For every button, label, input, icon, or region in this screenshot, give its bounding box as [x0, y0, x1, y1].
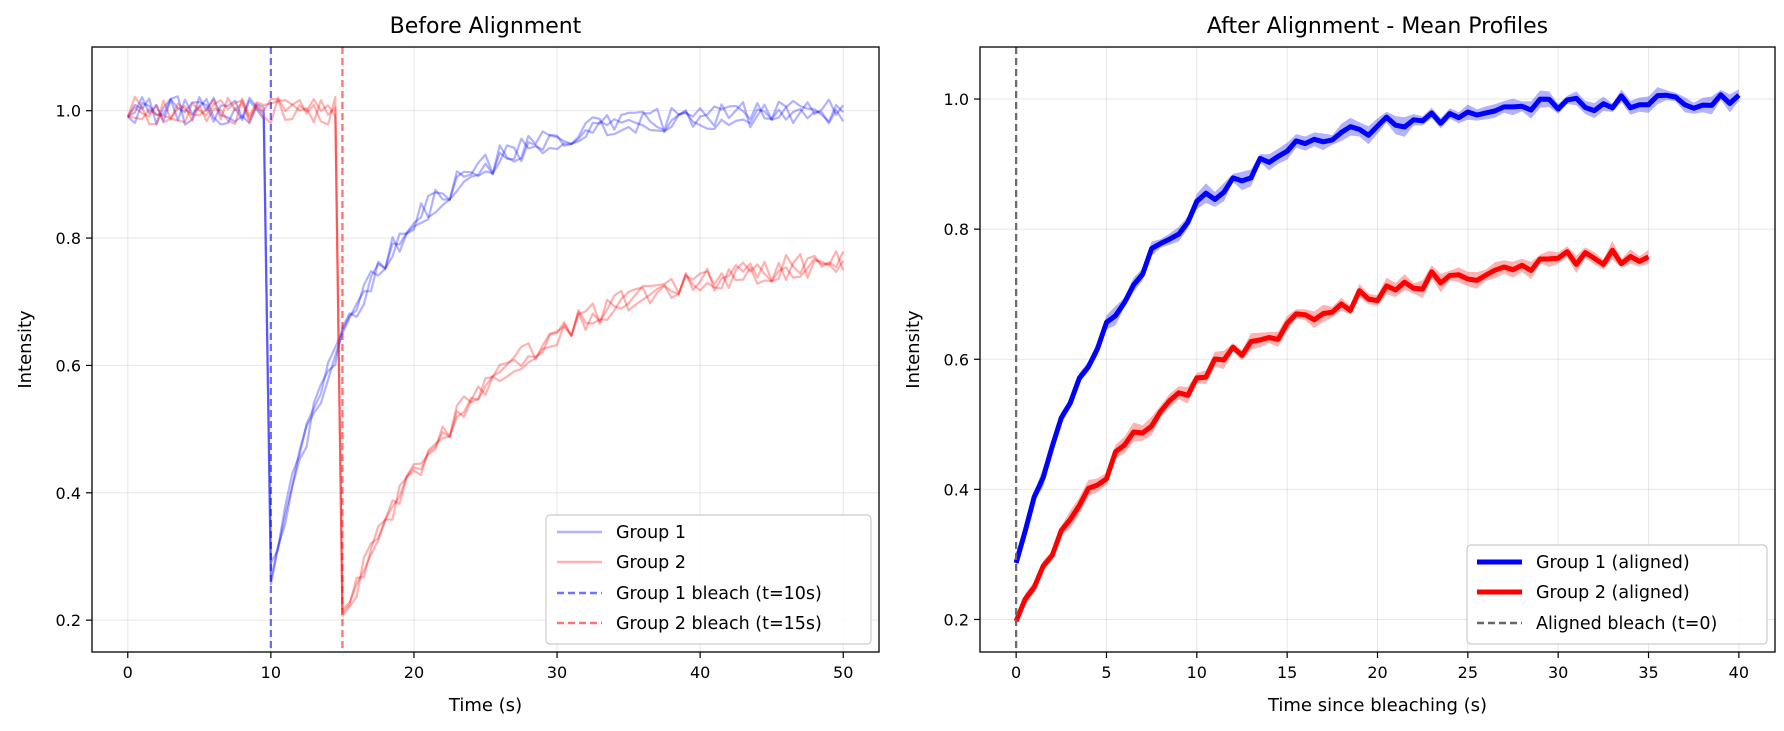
x-tick-label: 30: [547, 663, 567, 682]
ticks: 0 5 10 15 20 25 30 35 40 0.2 0.4 0.6 0.8 1.0: [944, 90, 1749, 682]
x-tick-label: 5: [1101, 663, 1111, 682]
x-tick-label: 35: [1638, 663, 1658, 682]
chart-title: After Alignment - Mean Profiles: [1207, 14, 1548, 39]
x-tick-label: 10: [261, 663, 281, 682]
plot-area: [126, 47, 845, 652]
y-tick-label: 0.2: [56, 611, 81, 630]
legend: Group 1 Group 2 Group 1 bleach (t=10s) G…: [545, 514, 872, 645]
y-tick-label: 0.2: [944, 610, 969, 629]
group-2-aligned-mean-line: [1013, 247, 1650, 623]
x-tick-label: 0: [1011, 663, 1021, 682]
y-tick-label: 0.4: [56, 484, 81, 503]
x-tick-label: 25: [1458, 663, 1478, 682]
y-tick-label: 1.0: [56, 102, 81, 121]
y-axis-label: Intensity: [15, 310, 36, 389]
x-axis-label: Time since bleaching (s): [1267, 695, 1487, 716]
legend-frame: [545, 514, 872, 645]
y-axis-label: Intensity: [903, 310, 924, 389]
chart-before-alignment: Before Alignment 0 10 20 30 40 50 0.2 0.4 0.6 0.8…: [15, 14, 880, 716]
legend-label-aligned-bleach: Aligned bleach (t=0): [1536, 614, 1717, 634]
group-2-trace-3: [127, 97, 845, 611]
legend-label-group-2-aligned: Group 2 (aligned): [1536, 583, 1690, 603]
x-axis-label: Time (s): [448, 695, 522, 716]
legend-label-group-2-bleach: Group 2 bleach (t=15s): [616, 614, 822, 634]
x-tick-label: 10: [1187, 663, 1207, 682]
y-tick-label: 0.4: [944, 480, 969, 499]
plot-frame: [91, 46, 880, 653]
x-tick-label: 20: [1367, 663, 1387, 682]
x-tick-label: 15: [1277, 663, 1297, 682]
y-tick-label: 0.6: [56, 356, 81, 375]
legend-label-group-2: Group 2: [616, 553, 686, 573]
group-2-trace-1: [126, 95, 845, 617]
legend-frame: [1466, 544, 1768, 645]
chart-after-alignment: After Alignment - Mean Profiles 0 5 10 15 20…: [903, 14, 1776, 716]
group-1-aligned-mean-line: [1013, 92, 1741, 564]
y-tick-label: 0.8: [56, 229, 81, 248]
x-tick-label: 30: [1548, 663, 1568, 682]
y-tick-label: 0.8: [944, 220, 969, 239]
y-tick-label: 0.6: [944, 350, 969, 369]
legend-label-group-1-aligned: Group 1 (aligned): [1536, 553, 1690, 573]
x-tick-label: 40: [690, 663, 710, 682]
ticks: 0 10 20 30 40 50 0.2 0.4 0.6 0.8 1.0: [56, 102, 854, 682]
x-tick-label: 40: [1729, 663, 1749, 682]
group-1-trace-2: [127, 96, 845, 586]
group-1-trace-1: [127, 95, 844, 582]
x-tick-label: 50: [833, 663, 853, 682]
chart-title: Before Alignment: [390, 14, 582, 39]
legend-label-group-1-bleach: Group 1 bleach (t=10s): [616, 584, 822, 604]
x-tick-label: 0: [123, 663, 133, 682]
legend: Group 1 (aligned) Group 2 (aligned) Alig…: [1466, 544, 1768, 645]
y-tick-label: 1.0: [944, 90, 969, 109]
x-tick-label: 20: [404, 663, 424, 682]
plot-area: [1013, 47, 1741, 652]
legend-label-group-1: Group 1: [616, 523, 686, 543]
group-2-trace-2: [126, 97, 845, 614]
group-1-trace-3: [126, 95, 845, 564]
